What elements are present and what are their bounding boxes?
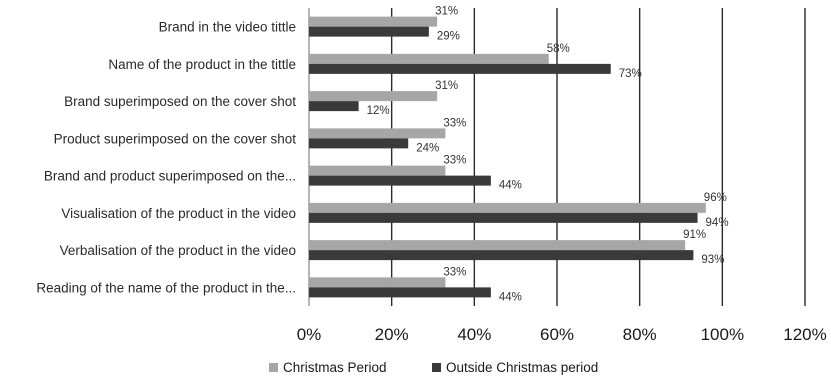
data-labels: 31% 29% 58% 73% 31% 12% 33% 24% 33% 44% 96% 94%91% 9… xyxy=(367,6,729,304)
bar-christmas-period xyxy=(309,16,438,27)
x-tick-label: 80% xyxy=(623,325,657,344)
category-label: Name of the product in the tittle xyxy=(108,57,296,72)
category-label: Brand superimposed on the cover shot xyxy=(64,94,296,109)
bar-outside-christmas-period xyxy=(309,101,359,112)
x-tick-label: 0% xyxy=(297,325,322,344)
category-label: Visualisation of the product in the vide… xyxy=(61,206,296,221)
data-label: 91% xyxy=(683,229,706,241)
data-label: 73% xyxy=(619,68,642,80)
data-label: 33% xyxy=(443,266,466,278)
x-axis-tick-labels: 0% 20% 40% 60% 80% 100% 120% xyxy=(297,325,827,344)
data-label: 93% xyxy=(701,254,724,266)
data-label: 31% xyxy=(435,6,458,18)
legend: Christmas Period Outside Christmas period xyxy=(269,360,598,375)
bar-outside-christmas-period xyxy=(309,250,694,261)
x-tick-label: 100% xyxy=(701,325,744,344)
data-label: 31% xyxy=(435,80,458,92)
bar-christmas-period xyxy=(309,277,446,288)
data-label: 44% xyxy=(499,291,522,303)
x-tick-label: 60% xyxy=(540,325,574,344)
bar-outside-christmas-period xyxy=(309,138,409,149)
legend-label: Outside Christmas period xyxy=(446,360,598,375)
category-label: Reading of the name of the product in th… xyxy=(36,280,296,295)
bar-christmas-period xyxy=(309,91,438,102)
bar-outside-christmas-period xyxy=(309,287,491,298)
data-label: 29% xyxy=(437,31,460,43)
bar-christmas-period xyxy=(309,53,549,64)
bar-christmas-period xyxy=(309,202,706,213)
data-label: 58% xyxy=(547,43,570,55)
category-label: Brand and product superimposed on the... xyxy=(44,169,296,184)
legend-swatch xyxy=(269,363,278,372)
category-label: Product superimposed on the cover shot xyxy=(54,131,297,146)
data-label: 33% xyxy=(443,117,466,129)
data-label: 44% xyxy=(499,180,522,192)
x-tick-label: 20% xyxy=(375,325,409,344)
data-label: 24% xyxy=(416,142,439,154)
x-tick-label: 40% xyxy=(457,325,491,344)
data-label: 96% xyxy=(704,192,727,204)
bar-outside-christmas-period xyxy=(309,175,491,186)
bar-outside-christmas-period xyxy=(309,26,429,37)
bars xyxy=(309,16,706,298)
data-label: 33% xyxy=(443,155,466,167)
data-label: 12% xyxy=(367,105,390,117)
bar-outside-christmas-period xyxy=(309,212,698,223)
category-label: Brand in the video tittle xyxy=(159,20,296,35)
legend-swatch xyxy=(432,363,441,372)
bar-christmas-period xyxy=(309,165,446,176)
x-tick-label: 120% xyxy=(783,325,826,344)
bar-outside-christmas-period xyxy=(309,63,611,74)
bar-christmas-period xyxy=(309,128,446,139)
legend-label: Christmas Period xyxy=(283,360,387,375)
data-label: 94% xyxy=(706,217,729,229)
category-labels: Brand in the video tittle Name of the pro… xyxy=(36,20,296,296)
category-label: Verbalisation of the product in the vide… xyxy=(60,243,296,258)
bar-christmas-period xyxy=(309,240,686,251)
